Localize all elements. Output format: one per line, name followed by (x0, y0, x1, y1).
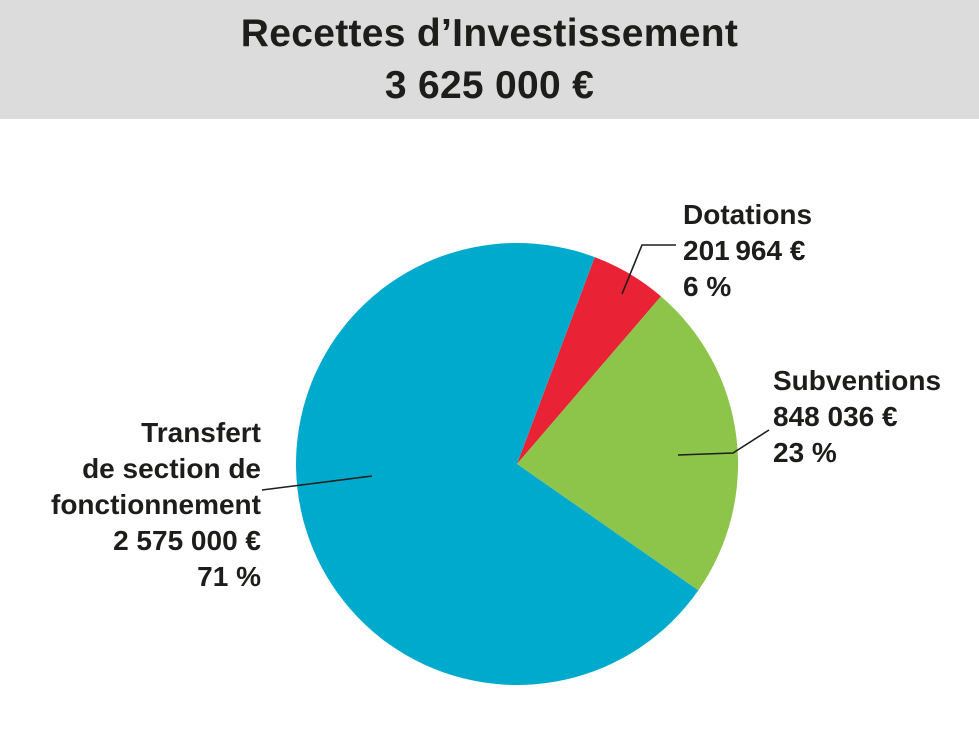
slice-label-subventions: Subventions 848 036 € 23 % (773, 363, 941, 471)
slice-name-transfert-line2: de section de (82, 453, 261, 484)
slice-percent-transfert: 71 % (197, 561, 261, 592)
chart-total: 3 625 000 € (384, 63, 595, 107)
leader-line-subventions (677, 429, 770, 456)
slice-percent-subventions: 23 % (773, 437, 837, 468)
pie-slice-dotations (517, 257, 661, 464)
chart-header: Recettes d’Investissement 3 625 000 € (0, 0, 979, 119)
slice-amount-dotations: 201 964 € (683, 235, 806, 266)
slice-amount-transfert: 2 575 000 € (113, 525, 261, 556)
slice-name-transfert-line1: Transfert (141, 417, 261, 448)
slice-amount-subventions: 848 036 € (773, 401, 898, 432)
slice-name-dotations: Dotations (683, 199, 813, 230)
pie-slice-subventions (517, 296, 739, 591)
chart-title: Recettes d’Investissement (240, 11, 739, 55)
slice-name-subventions: Subventions (773, 365, 942, 396)
leader-line-transfert (261, 475, 373, 491)
slice-name-transfert-line3: fonctionnement (51, 489, 261, 520)
leader-line-dotations (621, 244, 676, 295)
slice-label-transfert: Transfert de section de fonctionnement 2… (51, 415, 261, 595)
pie-slice-transfert (296, 242, 699, 685)
slice-percent-dotations: 6 % (683, 271, 732, 302)
slice-label-dotations: Dotations 201 964 € 6 % (683, 197, 812, 305)
